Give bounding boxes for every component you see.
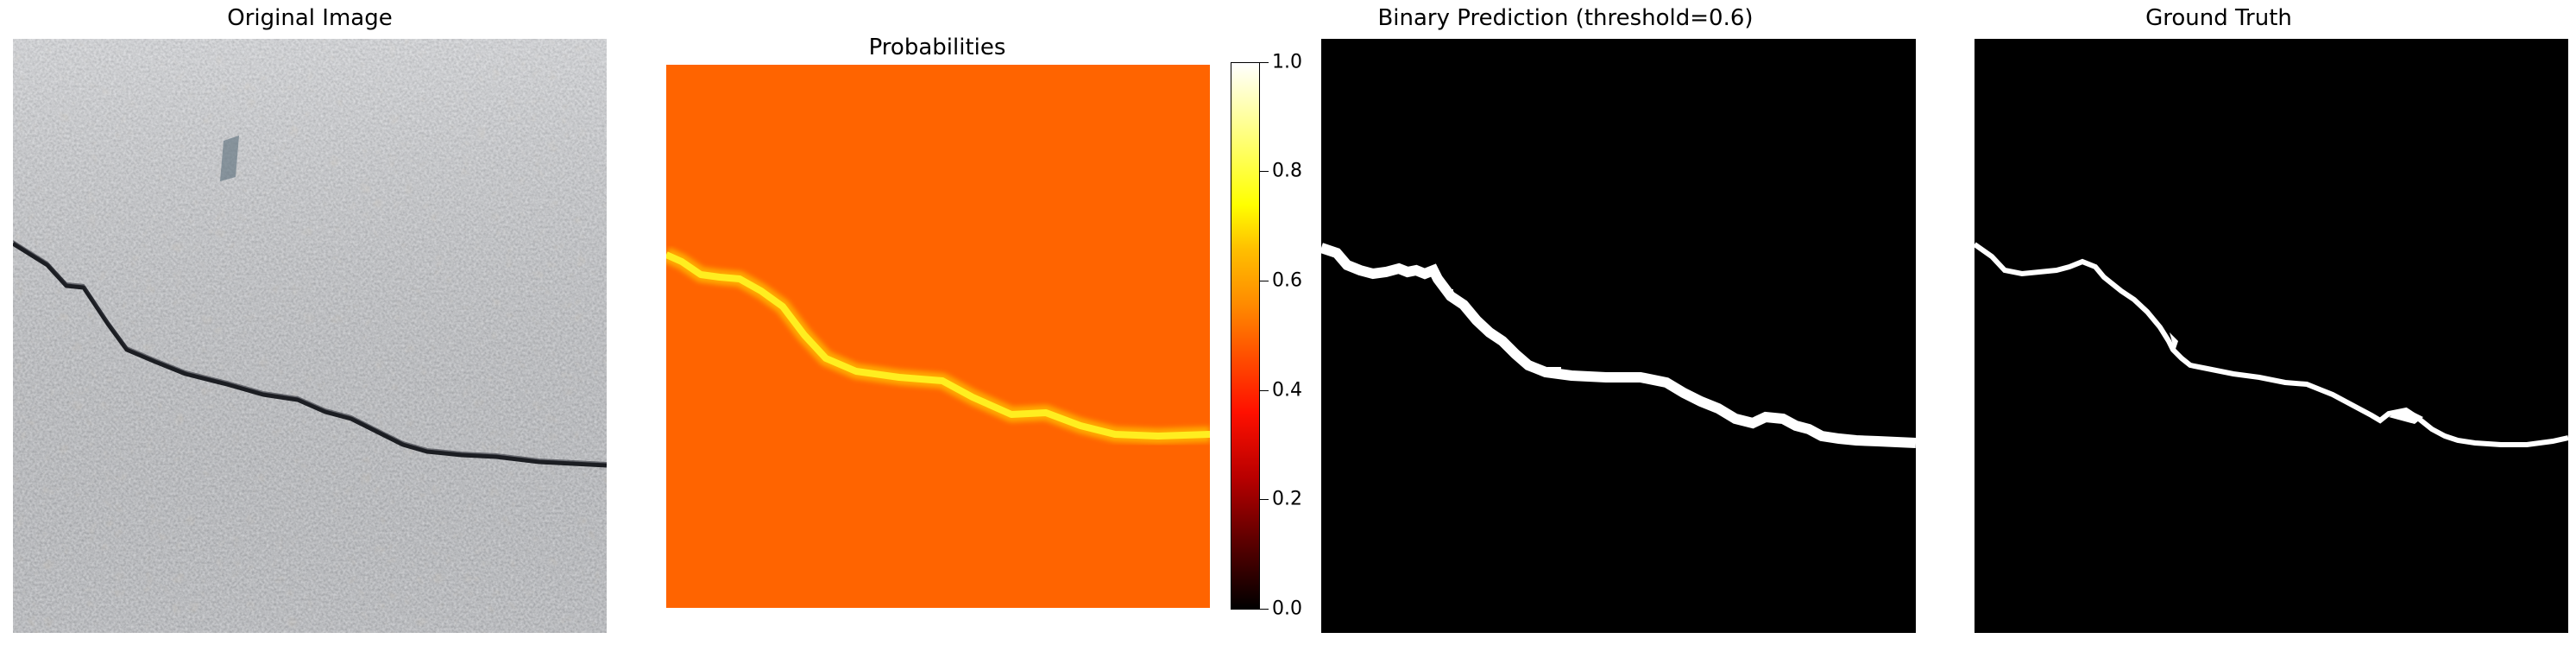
colorbar-tick-label: 0.0 <box>1272 598 1302 620</box>
colorbar-tick-label: 0.6 <box>1272 269 1302 292</box>
binary-prediction-title: Binary Prediction (threshold=0.6) <box>1377 5 1754 31</box>
original-image <box>13 39 607 633</box>
ground-truth-title: Ground Truth <box>2145 5 2292 31</box>
colorbar-tick-label: 0.2 <box>1272 488 1302 510</box>
colorbar-tick <box>1260 609 1269 610</box>
crack-line <box>13 241 607 468</box>
crack-probability-line <box>666 251 1210 439</box>
probabilities-heatmap <box>666 65 1210 608</box>
colorbar-tick-label: 1.0 <box>1272 51 1302 73</box>
colorbar-tick-label: 0.8 <box>1272 160 1302 182</box>
probabilities-title: Probabilities <box>868 35 1006 60</box>
colorbar-tick <box>1260 499 1269 500</box>
colorbar-tick <box>1260 171 1269 172</box>
colorbar-tick <box>1260 390 1269 391</box>
binary-prediction-mask <box>1321 39 1916 633</box>
colorbar <box>1231 62 1260 610</box>
ground-truth-crack <box>1975 242 2568 447</box>
colorbar-tick-label: 0.4 <box>1272 379 1302 402</box>
original-image-title: Original Image <box>227 5 393 31</box>
predicted-crack <box>1321 243 1916 448</box>
ground-truth-mask <box>1975 39 2568 633</box>
colorbar-tick <box>1260 62 1269 63</box>
